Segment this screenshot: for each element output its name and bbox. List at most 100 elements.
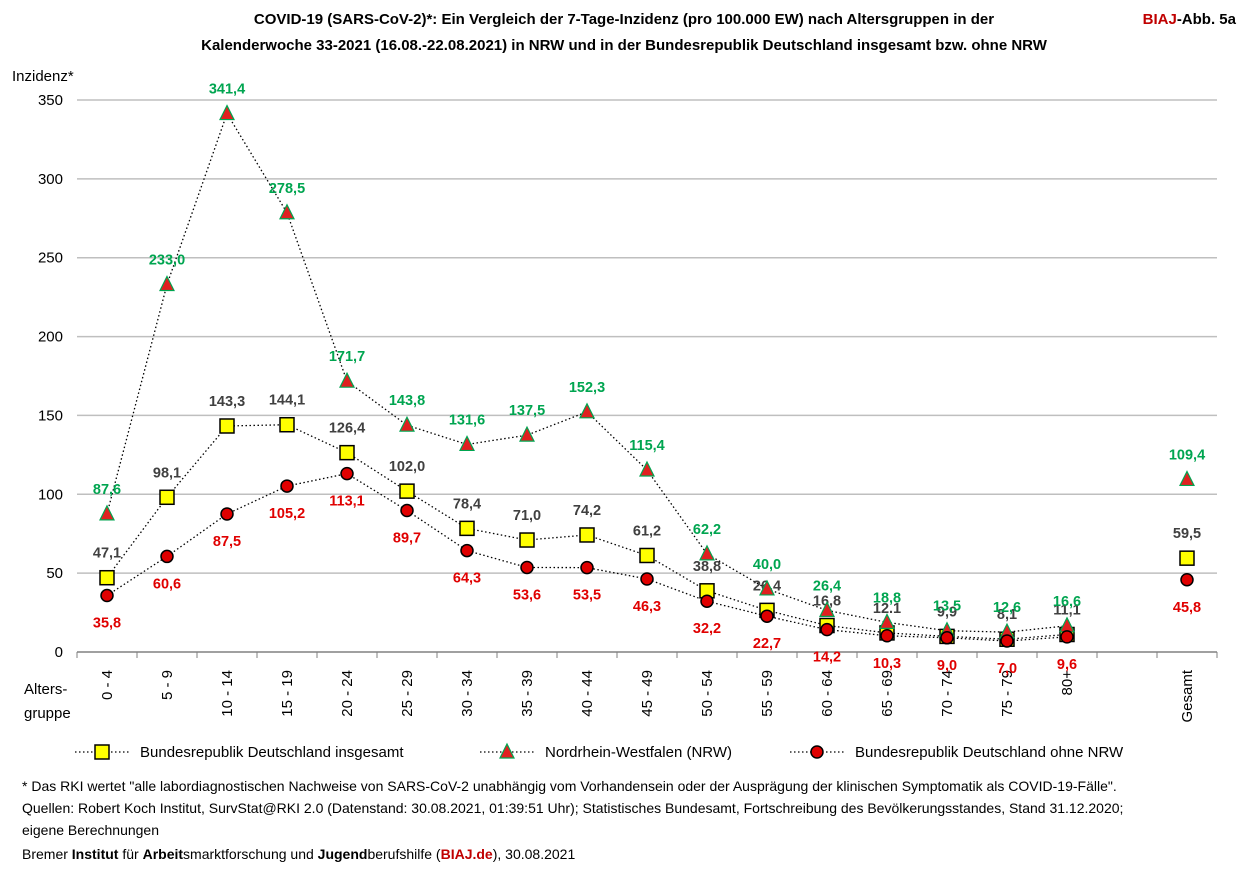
marker: [819, 601, 835, 617]
legend-label: Bundesrepublik Deutschland ohne NRW: [855, 744, 1124, 761]
x-tick-label: 5 - 9: [159, 670, 176, 700]
value-label: 14,2: [813, 650, 841, 666]
x-tick-label: 10 - 14: [219, 670, 236, 717]
y-tick-label: 0: [55, 644, 63, 661]
value-label: 78,4: [453, 496, 481, 512]
marker: [219, 104, 235, 121]
value-label: 46,3: [633, 599, 661, 615]
legend-marker: [499, 742, 515, 759]
marker: [519, 532, 535, 548]
x-axis-label: Alters-: [24, 681, 67, 698]
value-label: 32,2: [693, 621, 721, 637]
marker: [219, 418, 235, 434]
marker: [99, 569, 115, 586]
marker: [579, 402, 595, 419]
value-label: 71,0: [513, 508, 541, 524]
marker: [940, 631, 954, 645]
marker: [880, 629, 894, 643]
value-label: 233,0: [149, 253, 185, 269]
x-tick-label: 80+: [1059, 670, 1076, 696]
value-label: 115,4: [629, 438, 665, 454]
x-tick-label: 60 - 64: [819, 670, 836, 717]
value-label: 18,8: [873, 590, 901, 606]
marker: [159, 275, 175, 292]
footnote: * Das RKI wertet "alle labordiagnostisch…: [22, 778, 1117, 794]
badge: BIAJ-Abb. 5a: [1143, 11, 1237, 28]
value-label: 11,1: [1053, 602, 1080, 618]
value-label: 7,0: [997, 661, 1017, 677]
value-label: 64,3: [453, 571, 481, 587]
value-label: 59,5: [1173, 526, 1201, 542]
value-label: 341,4: [209, 82, 245, 98]
value-label: 53,5: [573, 588, 601, 604]
source: Bremer Institut für Arbeitsmarktforschun…: [22, 846, 575, 862]
value-label: 13,5: [933, 599, 961, 615]
marker: [279, 416, 295, 433]
marker: [1060, 630, 1074, 644]
marker: [340, 466, 354, 481]
source-part: Bremer: [22, 846, 72, 862]
marker: [1059, 616, 1075, 633]
x-tick-label: 15 - 19: [279, 670, 296, 717]
source-part: für: [118, 846, 142, 862]
y-tick-label: 300: [38, 171, 63, 188]
value-label: 9,0: [937, 658, 957, 674]
x-tick-label: Gesamt: [1179, 669, 1196, 722]
source-part: Jugend: [318, 846, 368, 862]
value-label: 47,1: [93, 546, 121, 562]
legend-marker: [810, 745, 824, 759]
y-tick-label: 100: [38, 486, 63, 503]
marker: [160, 549, 174, 564]
marker: [640, 572, 654, 586]
value-label: 62,2: [693, 522, 721, 538]
marker: [279, 203, 295, 220]
value-label: 126,4: [329, 421, 365, 437]
y-axis-label: Inzidenz*: [12, 68, 74, 85]
marker: [520, 560, 534, 575]
chart-title: Kalenderwoche 33-2021 (16.08.-22.08.2021…: [201, 37, 1048, 54]
source-part: berufshilfe (: [367, 846, 440, 862]
value-label: 38,8: [693, 559, 721, 575]
badge-brand: BIAJ: [1143, 11, 1177, 28]
x-tick-label: 25 - 29: [399, 670, 416, 717]
source-part: Arbeit: [143, 846, 184, 862]
x-tick-label: 40 - 44: [579, 670, 596, 717]
value-label: 9,6: [1057, 657, 1077, 673]
value-label: 35,8: [93, 616, 121, 632]
value-label: 26,4: [813, 578, 841, 594]
value-label: 89,7: [393, 531, 421, 547]
y-tick-label: 200: [38, 329, 63, 346]
x-tick-label: 55 - 59: [759, 670, 776, 717]
value-label: 10,3: [873, 656, 901, 672]
value-label: 45,8: [1173, 600, 1201, 616]
marker: [339, 444, 355, 461]
marker: [579, 527, 595, 543]
y-tick-label: 150: [38, 407, 63, 424]
x-tick-label: 30 - 34: [459, 670, 476, 717]
value-label: 102,0: [389, 459, 425, 475]
marker: [820, 622, 834, 637]
chart-title: COVID-19 (SARS-CoV-2)*: Ein Vergleich de…: [254, 11, 994, 28]
footnote: Quellen: Robert Koch Institut, SurvStat@…: [22, 800, 1123, 816]
source-part: ), 30.08.2021: [493, 846, 576, 862]
marker: [399, 483, 415, 499]
marker: [580, 560, 594, 575]
source-part: smarktforschung und: [183, 846, 318, 862]
value-label: 8,1: [997, 607, 1017, 623]
value-label: 9,9: [937, 604, 957, 620]
marker: [400, 503, 414, 518]
marker: [639, 547, 655, 564]
marker: [699, 544, 715, 561]
marker: [1179, 550, 1195, 566]
value-label: 137,5: [509, 403, 545, 419]
value-label: 98,1: [153, 465, 181, 481]
value-label: 143,3: [209, 394, 245, 410]
marker: [280, 479, 294, 493]
value-label: 16,6: [1053, 594, 1081, 610]
y-tick-label: 50: [46, 565, 63, 582]
x-axis-label: gruppe: [24, 705, 71, 722]
value-label: 171,7: [329, 349, 365, 365]
value-label: 87,5: [213, 534, 241, 550]
x-tick-label: 0 - 4: [99, 670, 116, 700]
marker: [339, 371, 355, 388]
